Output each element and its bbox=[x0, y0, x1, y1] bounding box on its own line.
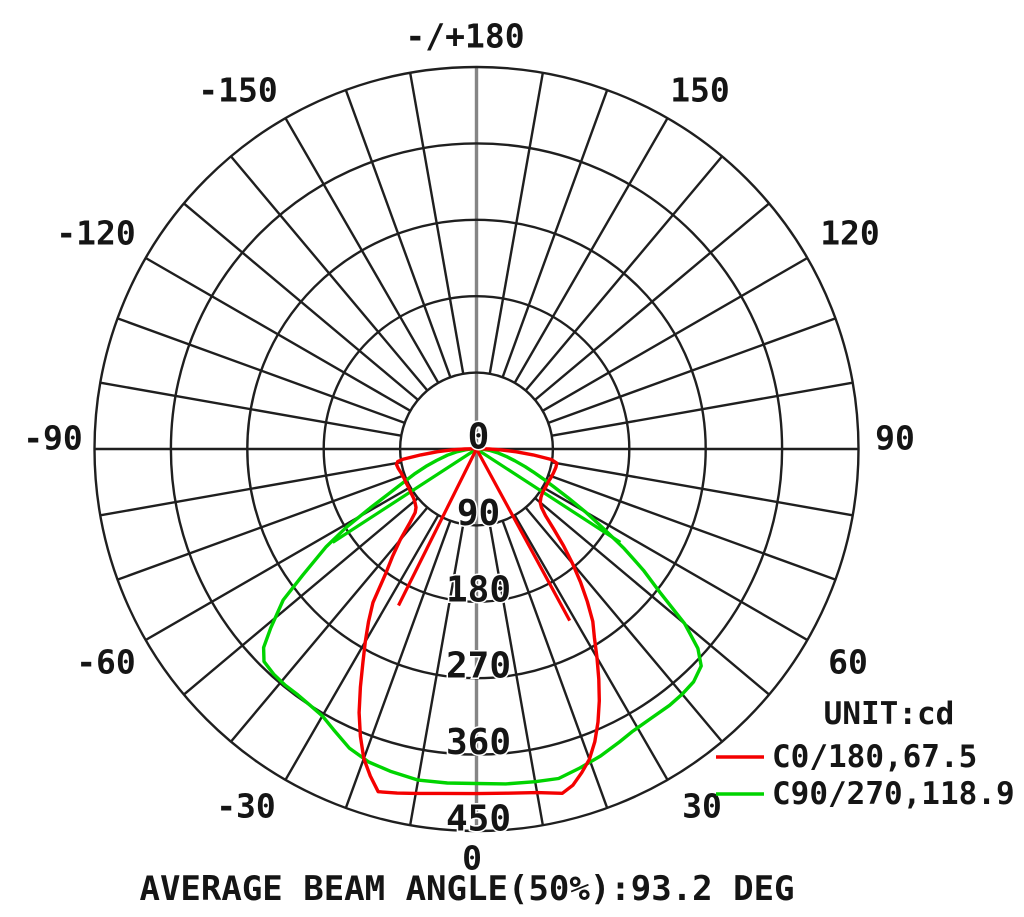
angle-label-90: 90 bbox=[875, 419, 915, 458]
curve-c90-270 bbox=[261, 447, 703, 786]
grid-spoke bbox=[284, 514, 440, 781]
grid-spoke bbox=[183, 202, 419, 401]
grid-spoke bbox=[542, 256, 808, 412]
legend-entry-c0-180: C0/180,67.5 bbox=[772, 739, 977, 775]
grid-spoke bbox=[344, 89, 452, 378]
closure-spike-c90-270 bbox=[475, 447, 622, 544]
angle-label--60: -60 bbox=[76, 643, 136, 682]
grid-spoke bbox=[284, 117, 440, 384]
angle-label-180: -/+180 bbox=[405, 17, 524, 56]
average-beam-angle-caption: AVERAGE BEAM ANGLE(50%):93.2 DEG bbox=[139, 869, 794, 909]
grid-spoke bbox=[230, 155, 429, 392]
grid-spoke bbox=[524, 155, 723, 392]
grid-spoke bbox=[551, 381, 853, 437]
grid-spoke bbox=[501, 89, 609, 378]
angle-label--150: -150 bbox=[198, 71, 277, 110]
legend-unit-label: UNIT:cd bbox=[824, 696, 955, 732]
series-curves bbox=[261, 447, 703, 796]
grid-spoke bbox=[488, 72, 545, 374]
closure-spike-c0-180 bbox=[475, 448, 572, 622]
closure-spike-c0-180 bbox=[397, 448, 478, 607]
grid-spoke bbox=[117, 474, 406, 581]
radial-tick-labels: 0 90 180 270 360 450 bbox=[444, 415, 512, 841]
grid-spoke bbox=[183, 497, 419, 696]
grid-ring bbox=[169, 142, 784, 756]
radial-tick-label: 270 bbox=[446, 646, 511, 687]
angle-label-60: 60 bbox=[828, 643, 868, 682]
grid-spoke bbox=[230, 506, 429, 743]
legend-entry-c90-270: C90/270,118.9 bbox=[772, 776, 1015, 812]
angle-labels: -/+180 -150 -120 -90 -60 -30 0 30 60 90 120 150 bbox=[23, 17, 915, 878]
angle-label-150: 150 bbox=[670, 71, 730, 110]
grid-spoke bbox=[534, 497, 770, 696]
grid-spoke bbox=[547, 317, 836, 424]
grid-ring bbox=[93, 65, 860, 833]
grid-spoke bbox=[117, 317, 406, 424]
grid-spoke bbox=[547, 474, 836, 581]
grid-spoke bbox=[534, 202, 770, 401]
grid-spoke bbox=[145, 256, 411, 412]
radial-tick-label: 180 bbox=[446, 569, 511, 610]
grid-spoke bbox=[408, 72, 465, 374]
grid-spoke bbox=[551, 461, 853, 517]
grid-spoke bbox=[513, 117, 669, 384]
angle-label-120: 120 bbox=[820, 214, 880, 253]
angle-label-0: 0 bbox=[462, 839, 482, 878]
radial-tick-label: 90 bbox=[457, 493, 500, 534]
grid-spoke bbox=[524, 506, 723, 743]
legend: UNIT:cd C0/180,67.5 C90/270,118.9 bbox=[716, 696, 1015, 812]
grid-spoke bbox=[488, 524, 545, 826]
grid-spoke bbox=[513, 514, 669, 781]
radial-tick-label: 360 bbox=[446, 722, 511, 763]
grid-spoke bbox=[100, 461, 402, 517]
angle-label--30: -30 bbox=[216, 787, 276, 826]
radial-tick-label: 0 bbox=[468, 417, 490, 458]
angle-label--120: -120 bbox=[56, 214, 135, 253]
grid-spoke bbox=[501, 520, 609, 809]
angle-label-30: 30 bbox=[682, 787, 722, 826]
grid-spoke bbox=[100, 381, 402, 437]
radial-tick-label: 450 bbox=[446, 799, 511, 840]
curve-c0-180 bbox=[357, 447, 601, 796]
angle-label--90: -90 bbox=[23, 419, 83, 458]
grid-ring bbox=[322, 295, 631, 604]
grid-spoke bbox=[408, 524, 465, 826]
grid-ring bbox=[246, 218, 707, 680]
grid-ring bbox=[398, 371, 555, 527]
closure-spike-c90-270 bbox=[331, 447, 478, 544]
